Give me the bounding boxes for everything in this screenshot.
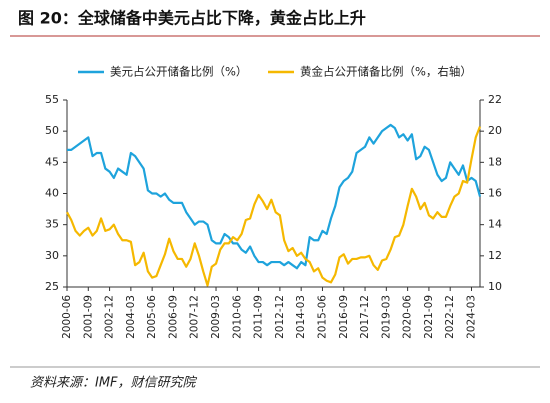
y2-tick-label: 22: [488, 93, 502, 106]
x-tick-label: 2009-03: [210, 295, 222, 339]
x-tick-label: 2005-06: [146, 295, 158, 339]
x-tick-label: 2004-03: [125, 295, 137, 339]
legend-label: 黄金占公开储备比例（%，右轴）: [300, 65, 472, 79]
x-tick-label: 2020-06: [402, 295, 414, 339]
legend-label: 美元占公开储备比例（%）: [110, 65, 247, 79]
x-tick-label: 2002-12: [104, 295, 116, 339]
x-tick-label: 2017-12: [359, 295, 371, 339]
y2-tick-label: 16: [488, 187, 502, 200]
y2-tick-label: 20: [488, 124, 502, 137]
y2-tick-label: 18: [488, 155, 502, 168]
y2-tick-label: 14: [488, 218, 502, 231]
x-tick-label: 2000-06: [61, 295, 73, 339]
y-tick-label: 30: [45, 249, 59, 262]
x-tick-label: 2014-03: [295, 295, 307, 339]
y-tick-label: 25: [45, 280, 59, 293]
source: 资料来源：IMF，财信研究院: [30, 375, 198, 391]
y2-tick-label: 10: [488, 280, 502, 293]
y-tick-label: 45: [45, 155, 59, 168]
y2-tick-label: 12: [488, 249, 502, 262]
y-tick-label: 35: [45, 218, 59, 231]
series-line: [66, 126, 482, 287]
y-tick-label: 40: [45, 187, 59, 200]
x-tick-label: 2015-06: [316, 295, 328, 339]
x-tick-label: 2006-09: [167, 295, 179, 339]
x-tick-label: 2011-09: [253, 295, 265, 339]
x-tick-label: 2010-06: [231, 295, 243, 339]
x-tick-label: 2012-12: [274, 295, 286, 339]
series-line: [67, 123, 482, 270]
x-tick-label: 2022-12: [444, 295, 456, 339]
x-tick-label: 2021-09: [423, 295, 435, 339]
x-tick-label: 2024-03: [465, 295, 477, 339]
y-tick-label: 50: [45, 124, 59, 137]
x-tick-label: 2016-09: [338, 295, 350, 339]
x-tick-label: 2001-09: [82, 295, 94, 339]
chart-title: 图 20：全球储备中美元占比下降，黄金占比上升: [18, 9, 366, 28]
x-tick-label: 2019-03: [380, 295, 392, 339]
x-tick-label: 2007-12: [189, 295, 201, 339]
y-tick-label: 55: [45, 93, 59, 106]
